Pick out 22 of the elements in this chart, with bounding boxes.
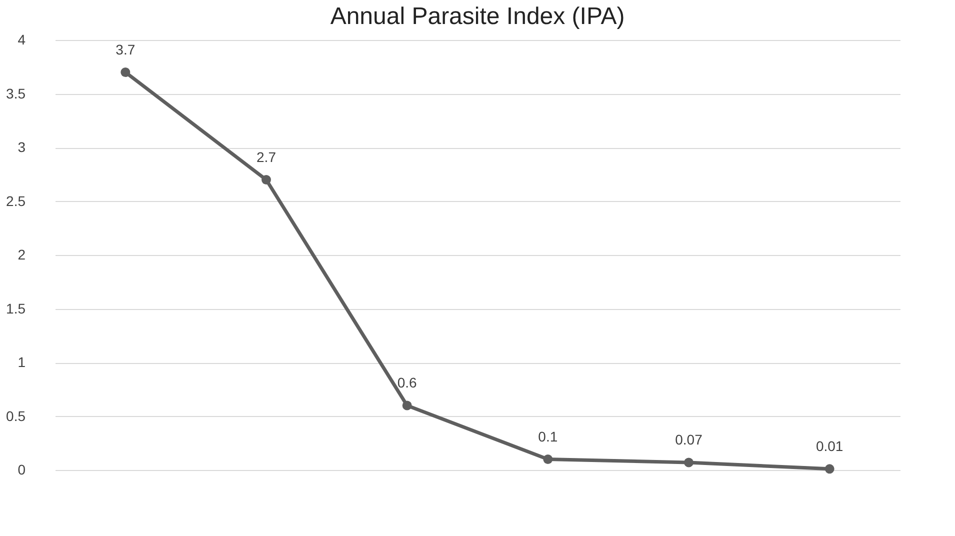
point [543,454,553,464]
data-label: 0.1 [538,428,558,444]
y-tick-label: 2.5 [6,192,26,209]
chart-title: Annual Parasite Index (IPA) [330,3,625,30]
data-label: 2.7 [256,148,276,165]
y-tick-label: 0.5 [6,408,26,424]
y-tick-label: 1.5 [6,300,26,316]
data-label: 0.01 [816,438,844,454]
y-tick-label: 0 [18,462,26,478]
y-tick-label: 4 [18,32,26,48]
data-label: 0.6 [397,374,418,390]
y-tick-label: 2 [18,246,26,262]
data-label: 0.07 [675,431,703,448]
point [120,68,130,77]
point [402,400,412,410]
point [824,464,834,474]
point [262,175,271,184]
y-tick-label: 3.5 [6,85,26,102]
data-label: 3.7 [116,41,136,58]
y-tick-label: 1 [18,354,26,370]
point [684,458,694,468]
y-tick-label: 3 [18,139,26,155]
